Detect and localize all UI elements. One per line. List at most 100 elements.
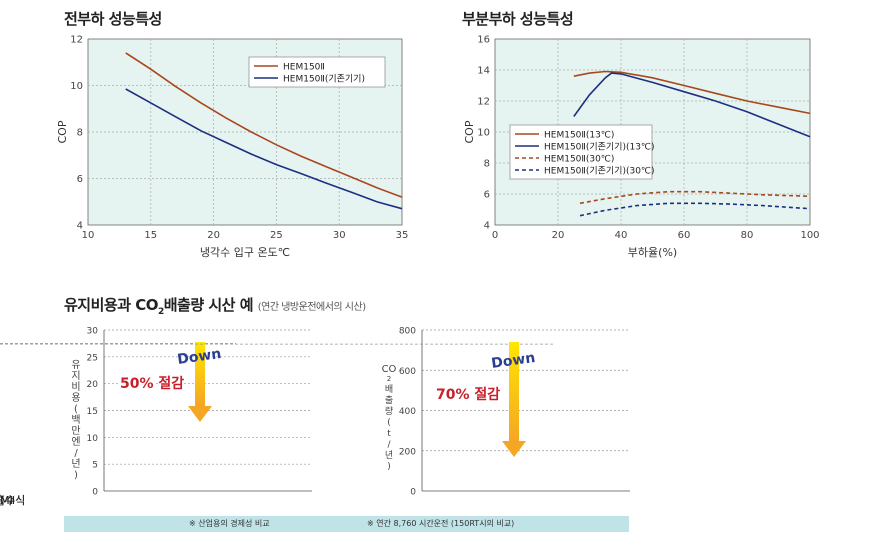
cost-y-axis-label-char: 엔 bbox=[71, 436, 80, 448]
partial_load-y-tick-label: 16 bbox=[477, 35, 490, 46]
co2-y-axis-label-char: / bbox=[387, 440, 391, 450]
partial_load-y-tick-label: 10 bbox=[477, 128, 490, 139]
cost-y-axis-label-char: ) bbox=[74, 470, 78, 481]
partial_load-x-tick-label: 40 bbox=[615, 230, 628, 241]
partial-load-title: 부분부하 성능특성 bbox=[462, 10, 574, 28]
full_load-x-tick-label: 35 bbox=[396, 230, 409, 241]
cost-arrow-head bbox=[188, 406, 212, 422]
full_load-y-tick-label: 8 bbox=[77, 128, 83, 139]
cost-reduction-label: 50% 절감 bbox=[120, 375, 184, 392]
cost-y-tick-label: 20 bbox=[87, 380, 99, 390]
co2-y-axis-label-char: 량 bbox=[385, 405, 393, 417]
partial_load-series-line-0 bbox=[573, 70, 811, 115]
partial_load-y-tick-label: 12 bbox=[477, 97, 490, 108]
cost-y-axis-label-char: 비 bbox=[71, 381, 80, 393]
co2-y-axis-label: 배출량(t/년) bbox=[385, 384, 393, 472]
partial_load-legend-label: HEM150Ⅱ(13℃) bbox=[544, 131, 614, 141]
partial_load-y-tick-label: 6 bbox=[484, 190, 490, 201]
full_load-y-tick-label: 12 bbox=[70, 35, 83, 46]
partial_load-legend-label: HEM150Ⅱ(기존기기)(30℃) bbox=[544, 166, 655, 177]
cost-y-tick-label: 0 bbox=[92, 488, 98, 498]
cost-y-axis-label-char: 년 bbox=[71, 458, 80, 470]
cost-y-tick-label: 5 bbox=[92, 461, 98, 471]
full_load-x-tick-label: 30 bbox=[333, 230, 346, 241]
cost-down-arrow bbox=[188, 342, 212, 422]
cost-arrow-shaft bbox=[195, 342, 205, 406]
partial_load-x-tick-label: 20 bbox=[552, 230, 565, 241]
footnote-1: ※ 산업용의 경제성 비교 bbox=[189, 519, 270, 528]
co2-y-axis-label-char: ( bbox=[387, 418, 391, 428]
cost-y-axis-label: 유지비용(백만엔/년) bbox=[71, 359, 80, 481]
full_load-legend bbox=[248, 56, 386, 88]
cost-down-label: Down bbox=[176, 346, 222, 368]
co2-y-axis-label-char: 출 bbox=[385, 395, 393, 406]
footnote-2: ※ 연간 8,760 시간운전 (150RT시의 비교) bbox=[367, 519, 515, 528]
partial_load-x-tick-label: 60 bbox=[678, 230, 691, 241]
full_load-legend-label: HEM150Ⅱ(기존기기) bbox=[283, 74, 365, 85]
co2-arrow-head bbox=[502, 441, 526, 457]
full_load-x-tick-label: 20 bbox=[207, 230, 220, 241]
cost-y-tick-label: 30 bbox=[87, 327, 99, 337]
co2-y-tick-label: 800 bbox=[399, 327, 416, 337]
cost-y-axis-label-char: 만 bbox=[71, 425, 80, 437]
partial_load-x-tick-label: 80 bbox=[741, 230, 754, 241]
cost-y-axis-label-char: 용 bbox=[71, 392, 80, 404]
partial_load-x-tick-label: 100 bbox=[800, 230, 819, 241]
full_load-y-axis-label: COP bbox=[56, 120, 69, 143]
cost-y-tick-label: 25 bbox=[87, 353, 98, 363]
partial_load-series-line-3 bbox=[579, 202, 811, 217]
cost-y-tick-label: 10 bbox=[87, 434, 99, 444]
cost-y-axis-label-char: 백 bbox=[71, 414, 80, 426]
co2-reduction-label: 70% 절감 bbox=[436, 386, 500, 403]
co2-category-label-1: 가스흡수식 bbox=[0, 493, 25, 507]
cost-title-part-a: 유지비용과 CO bbox=[64, 296, 158, 314]
co2-y-axis-label-char: ) bbox=[387, 462, 391, 472]
co2-y-axis-label-char: 배 bbox=[385, 384, 393, 395]
partial_load-series-line-1 bbox=[573, 72, 811, 138]
partial_load-y-tick-label: 14 bbox=[477, 66, 490, 77]
partial_load-x-tick-label: 0 bbox=[492, 230, 498, 241]
co2-y-tick-label: 600 bbox=[399, 367, 416, 377]
cost-category-label-1: 가스흡수식 bbox=[0, 493, 25, 507]
cost-title-part-b: 배출량 시산 예 bbox=[163, 296, 254, 314]
co2-category-label-0: HEMⅡ bbox=[0, 494, 15, 507]
co2-down-arrow bbox=[502, 342, 526, 457]
co2-y-axis-label-sub: 2 bbox=[387, 375, 391, 383]
cost-section-title: 유지비용과 CO2배출량 시산 예 (연간 냉방운전에서의 시산) bbox=[64, 294, 366, 317]
full_load-y-tick-label: 10 bbox=[70, 81, 83, 92]
full_load-series-line-1 bbox=[125, 88, 403, 210]
co2-arrow-shaft bbox=[509, 342, 519, 441]
full_load-legend-label: HEM150Ⅱ bbox=[283, 63, 325, 73]
co2-y-tick-label: 400 bbox=[399, 407, 416, 417]
partial_load-legend-label: HEM150Ⅱ(30℃) bbox=[544, 155, 614, 165]
co2-y-axis-label-char: 년 bbox=[385, 450, 393, 461]
full_load-x-axis-label: 냉각수 입구 온도℃ bbox=[200, 246, 290, 259]
co2-down-label: Down bbox=[490, 350, 536, 372]
partial_load-legend-label: HEM150Ⅱ(기존기기)(13℃) bbox=[544, 142, 655, 153]
full_load-x-tick-label: 25 bbox=[270, 230, 283, 241]
full_load-series-line-0 bbox=[125, 52, 403, 198]
cost-y-axis-label-char: 유 bbox=[71, 359, 80, 371]
cost-title-paren: (연간 냉방운전에서의 시산) bbox=[257, 302, 366, 313]
full_load-y-tick-label: 6 bbox=[77, 174, 83, 185]
co2-y-axis-label-char: t bbox=[387, 429, 391, 439]
full_load-x-tick-label: 10 bbox=[82, 230, 95, 241]
partial_load-y-tick-label: 8 bbox=[484, 159, 490, 170]
cost-y-tick-label: 15 bbox=[87, 407, 98, 417]
cost-category-label-0: HEMⅡ bbox=[0, 494, 15, 507]
cost-title-subscript: 2 bbox=[157, 307, 164, 317]
co2-y-axis-label-co: CO bbox=[382, 364, 397, 375]
co2-y-tick-label: 200 bbox=[399, 447, 416, 457]
cost-y-axis-label-char: 지 bbox=[71, 370, 80, 382]
partial_load-x-axis-label: 부하율(%) bbox=[628, 245, 677, 259]
full-load-title: 전부하 성능특성 bbox=[64, 10, 162, 28]
co2-y-tick-label: 0 bbox=[410, 488, 416, 498]
full_load-y-tick-label: 4 bbox=[77, 221, 83, 232]
footnote-bar: ※ 산업용의 경제성 비교 ※ 연간 8,760 시간운전 (150RT시의 비… bbox=[64, 516, 629, 532]
full_load-x-tick-label: 15 bbox=[144, 230, 157, 241]
partial_load-y-tick-label: 4 bbox=[484, 221, 490, 232]
cost-y-axis-label-char: ( bbox=[74, 404, 78, 415]
partial_load-y-axis-label: COP bbox=[463, 120, 476, 143]
cost-y-axis-label-char: / bbox=[74, 448, 78, 459]
